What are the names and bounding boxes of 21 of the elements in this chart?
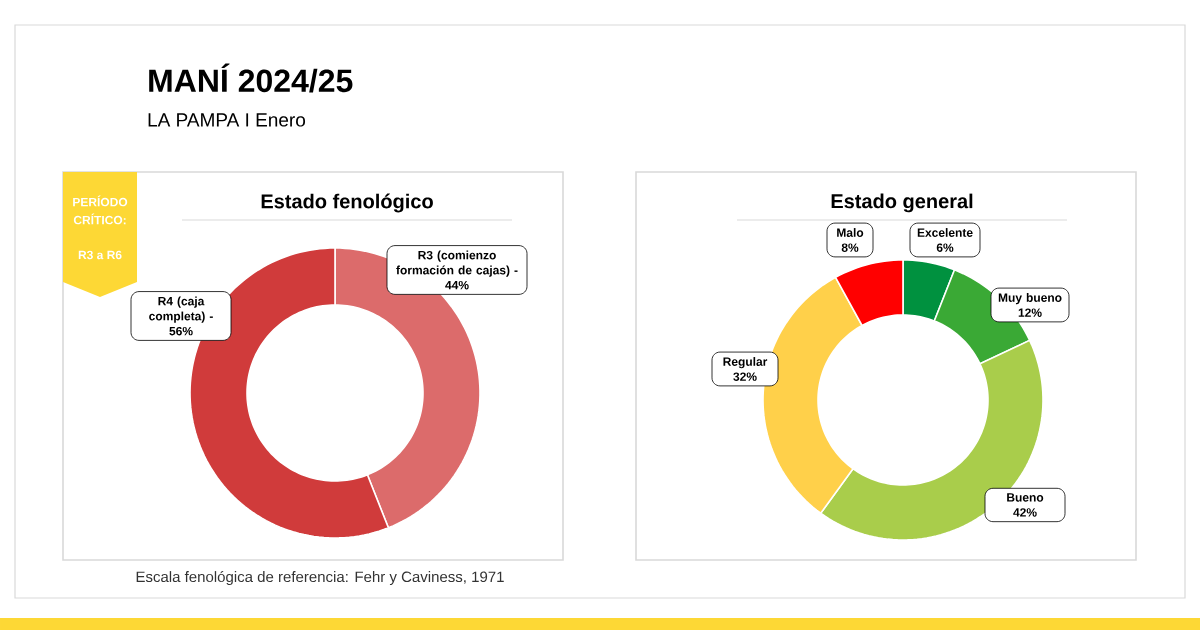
text: MANÍ 2024/25	[149, 63, 353, 93]
data-label: 6%	[936, 243, 954, 252]
data-label: 44%	[445, 280, 469, 290]
chart-title: Estado fenológico	[261, 193, 433, 213]
text: PERÍODO CRÍTICO:	[73, 195, 128, 225]
slice-label: R4 (caja completa) -	[149, 296, 213, 323]
slice-label: Bueno	[1007, 493, 1044, 502]
slice-label: Malo	[837, 228, 864, 237]
slice-label: Excelente	[917, 228, 973, 237]
data-label: 32%	[733, 372, 757, 381]
slice-label: R3 (comienzo formación de cajas) -	[396, 250, 518, 277]
data-label: 12%	[1018, 308, 1042, 317]
text: Escala fenológica de referencia: Fehr y Caviness, 1971	[136, 570, 504, 586]
text: LA PAMPA I Enero	[148, 113, 306, 127]
slice-label: Muy bueno	[998, 293, 1062, 305]
data-label: 42%	[1013, 508, 1037, 517]
data-label: 8%	[841, 243, 859, 252]
chart-title: Estado general	[831, 193, 973, 213]
slice-label: Regular	[723, 357, 768, 369]
data-label: 56%	[169, 326, 193, 336]
text: R3 a R6	[78, 250, 122, 260]
